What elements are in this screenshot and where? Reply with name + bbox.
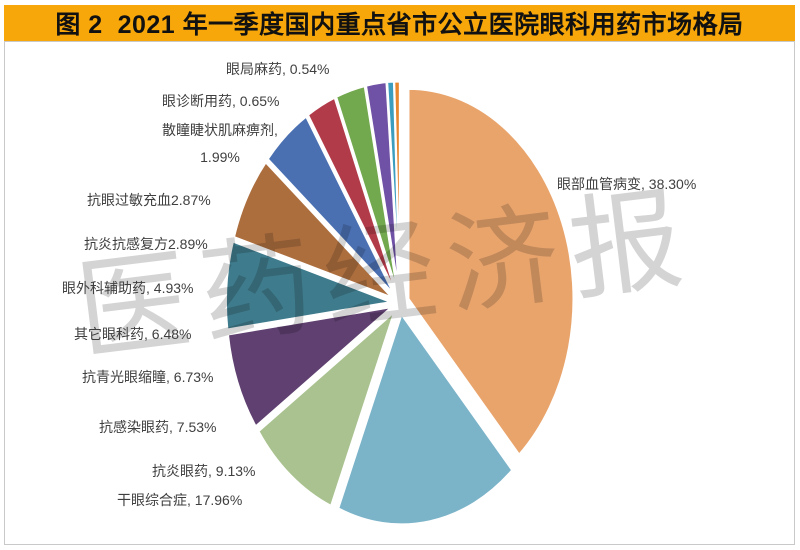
pie-label-kangqingguangyan-suotong: 抗青光眼缩瞳, 6.73% [82, 369, 214, 385]
pie-slice-3 [257, 310, 396, 507]
pie-label-yanbu-xueguan-bingbian: 眼部血管病变, 38.30% [557, 176, 697, 192]
pie-label-kangyan-yanyao: 抗炎眼药, 9.13% [152, 463, 256, 479]
pie-slice-4 [226, 306, 393, 428]
pie-label-yanwaike-fuzhuyao: 眼外科辅助药, 4.93% [62, 280, 194, 296]
pie-slice-1 [407, 87, 575, 456]
pie-slice-8 [307, 96, 397, 294]
pie-slice-12 [393, 80, 401, 293]
pie-label-kangganran-yanyao: 抗感染眼药, 7.53% [99, 419, 217, 435]
pie-label-ganyan-zonghezheng: 干眼综合症, 17.96% [117, 492, 243, 508]
pie-label-qita-yankeyao: 其它眼科药, 6.48% [74, 326, 192, 342]
pie-label-yan-zhenduan-yongyao: 眼诊断用药, 0.65% [162, 93, 280, 109]
figure-title: 图 2 2021 年一季度国内重点省市公立医院眼科用药市场格局 [55, 11, 744, 39]
pie-slice-9 [335, 85, 399, 293]
figure-title-bar: 图 2 2021 年一季度国内重点省市公立医院眼科用药市场格局 [4, 5, 795, 41]
pie-label-santong-jiezhuangji-mabiji: 散瞳睫状肌麻痹剂, 1.99% [162, 122, 278, 166]
pie-slices-group [225, 80, 575, 526]
pie-slice-2 [337, 313, 514, 526]
pie-label-kangyan-guomin-chongxue: 抗眼过敏充血2.87% [87, 192, 211, 208]
pie-slice-7 [266, 115, 396, 296]
pie-slice-6 [233, 161, 394, 299]
pie-label-yanju-mayao: 眼局麻药, 0.54% [226, 61, 330, 77]
pie-slice-5 [225, 240, 392, 331]
pie-label-kangyan-kanggan-fufang: 抗炎抗感复方2.89% [84, 236, 208, 252]
